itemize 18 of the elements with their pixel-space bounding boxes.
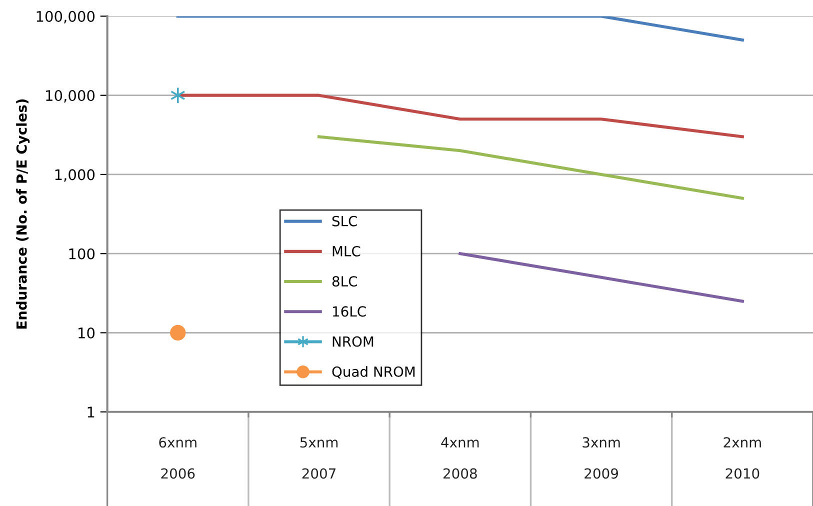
category-label: 6xnm 2006 [159,437,196,479]
category-label: 5xnm 2007 [300,437,338,479]
legend-label: NROM [332,336,374,347]
y-tick-label: 1 [88,406,94,418]
category-label: 4xnm 2008 [441,437,479,479]
legend-label: SLC [332,216,357,226]
category-label: 3xnm 2009 [582,437,620,479]
y-tick-label: 10,000 [46,90,95,103]
legend-label: MLC [332,246,360,256]
legend-label: 8LC [332,276,358,287]
y-tick-label: 100,000 [36,10,95,24]
category-label: 2xnm 2010 [724,437,761,479]
legend-label: 16LC [333,306,366,317]
y-tick-label: 100 [69,248,95,260]
y-axis-title: Endurance (No. of P/E Cycles) [16,99,30,329]
legend-label: Quad NROM [332,366,415,378]
y-tick-label: 1,000 [55,169,95,182]
y-tick-label: 10 [78,327,95,338]
